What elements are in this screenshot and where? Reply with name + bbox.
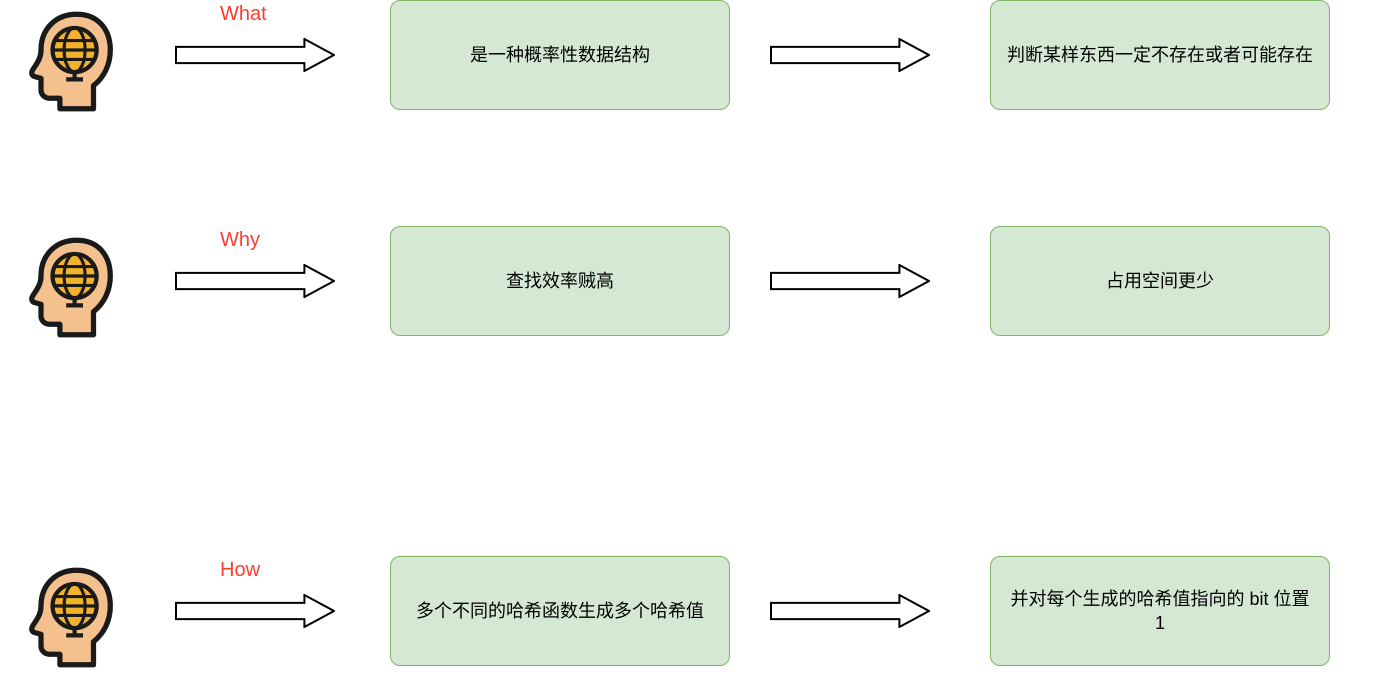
- diagram-row: Why 查找效率贼高 占用空间更少: [0, 234, 1381, 354]
- flow-node: 判断某样东西一定不存在或者可能存在: [990, 0, 1330, 110]
- head-globe-icon: [20, 8, 125, 113]
- diagram-row: How 多个不同的哈希函数生成多个哈希值 并对每个生成的哈希值指向的 bit 位…: [0, 564, 1381, 684]
- arrow-right-icon: [770, 38, 930, 77]
- head-globe-icon: [20, 234, 125, 339]
- flow-node: 并对每个生成的哈希值指向的 bit 位置 1: [990, 556, 1330, 666]
- row-label: How: [220, 559, 260, 582]
- head-globe-icon: [20, 564, 125, 669]
- arrow-right-icon: [175, 38, 335, 77]
- flow-node: 是一种概率性数据结构: [390, 0, 730, 110]
- arrow-right-icon: [175, 264, 335, 303]
- arrow-right-icon: [770, 264, 930, 303]
- flow-node: 查找效率贼高: [390, 226, 730, 336]
- row-label: What: [220, 3, 267, 26]
- flow-node: 占用空间更少: [990, 226, 1330, 336]
- flow-node: 多个不同的哈希函数生成多个哈希值: [390, 556, 730, 666]
- arrow-right-icon: [175, 594, 335, 633]
- row-label: Why: [220, 229, 260, 252]
- diagram-row: What 是一种概率性数据结构 判断某样东西一定不存在或者可能存在: [0, 8, 1381, 128]
- arrow-right-icon: [770, 594, 930, 633]
